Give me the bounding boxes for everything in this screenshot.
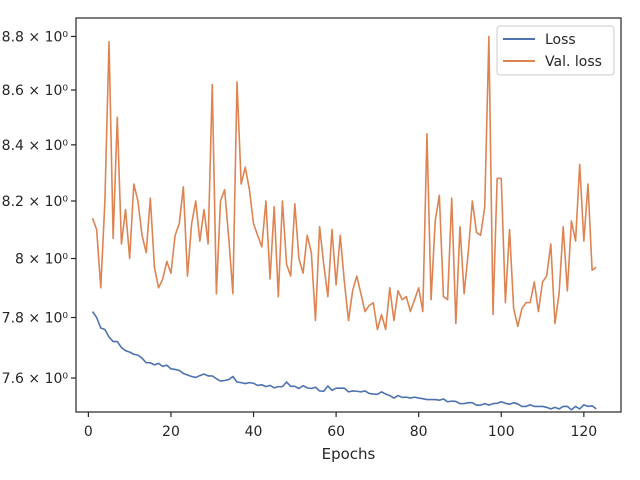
legend-label-val-loss: Val. loss	[545, 54, 602, 70]
series-line-val-loss	[91, 35, 597, 331]
y-axis-ticks: 7.6 × 10⁰ 7.8 × 10⁰ 8 × 10⁰ 8.2 × 10⁰ 8.4 × …	[2, 29, 76, 387]
y-tick-label: 8 × 10⁰	[15, 252, 68, 268]
x-tick-label: 0	[84, 424, 93, 440]
y-tick-label: 7.8 × 10⁰	[2, 311, 69, 327]
y-tick-label: 7.6 × 10⁰	[2, 371, 69, 387]
x-tick-label: 100	[488, 424, 515, 440]
axes-spines	[75, 17, 622, 413]
series-line-loss	[91, 311, 597, 411]
y-tick-label: 8.4 × 10⁰	[2, 138, 69, 154]
axes-frame	[75, 17, 622, 413]
x-tick-label: 40	[245, 424, 263, 440]
x-tick-label: 120	[570, 424, 597, 440]
y-tick-label: 8.8 × 10⁰	[2, 29, 69, 45]
x-axis-label: Epochs	[322, 445, 376, 463]
plot-lines	[91, 35, 597, 411]
legend: Loss Val. loss	[496, 25, 615, 76]
legend-label-loss: Loss	[545, 32, 576, 48]
y-tick-label: 8.2 × 10⁰	[2, 194, 69, 210]
x-axis-ticks: 0 20 40 60 80 100 120	[84, 412, 597, 440]
x-tick-label: 60	[327, 424, 345, 440]
y-tick-label: 8.6 × 10⁰	[2, 83, 69, 99]
x-tick-label: 80	[410, 424, 428, 440]
x-tick-label: 20	[162, 424, 180, 440]
